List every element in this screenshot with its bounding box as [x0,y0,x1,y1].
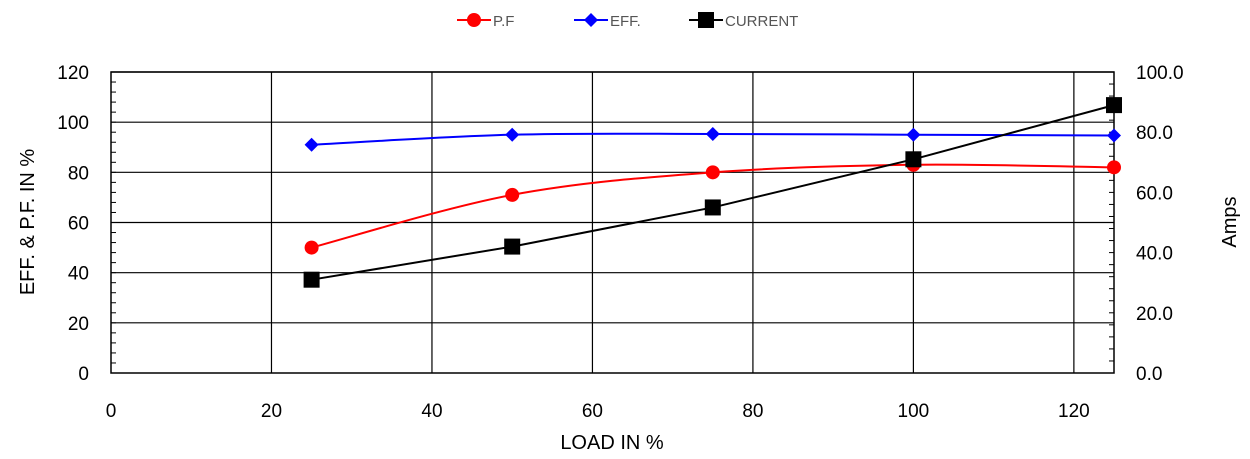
y2-axis-title: Amps [1219,196,1241,247]
x-tick-label: 0 [106,401,117,422]
y2-tick-label: 0.0 [1136,364,1162,385]
legend-marker-eff [584,13,598,27]
data-point-eff [906,127,921,142]
data-point-eff [304,137,319,152]
x-tick-label: 60 [582,401,603,422]
legend-marker-p-f [467,13,481,27]
y-tick-label: 120 [57,63,89,84]
x-tick-label: 100 [898,401,930,422]
y-tick-label: 40 [68,264,89,285]
plot-frame [110,71,1115,374]
x-tick-label: 120 [1058,401,1090,422]
data-point-eff [505,127,520,142]
legend-item-eff: EFF. [574,13,641,30]
data-point-eff [1107,128,1121,143]
legend-item-p-f: P.F [457,13,514,30]
legend-label-p-f: P.F [493,13,514,30]
data-point-p-f [705,165,720,180]
y-tick-label: 100 [57,113,89,134]
series-p-f [304,157,1121,255]
y-tick-label: 60 [68,214,89,235]
y2-tick-label: 80.0 [1136,123,1173,144]
legend-marker-current [698,12,714,28]
y-tick-label: 0 [78,364,89,385]
y2-tick-label: 20.0 [1136,304,1173,325]
data-point-p-f [1107,160,1121,175]
grid [111,71,1114,373]
x-tick-label: 80 [742,401,763,422]
legend-item-current: CURRENT [689,12,798,30]
y-tick-label: 80 [68,163,89,184]
x-axis-title: LOAD IN % [560,432,664,454]
x-tick-label: 20 [261,401,282,422]
series-eff [304,126,1121,152]
legend-label-current: CURRENT [725,13,798,30]
data-point-p-f [304,240,319,255]
y2-tick-label: 40.0 [1136,244,1173,265]
data-point-current [303,271,320,288]
x-tick-label: 40 [421,401,442,422]
y-tick-label: 20 [68,314,89,335]
y2-tick-label: 100.0 [1136,63,1184,84]
data-point-current [1106,97,1122,114]
series-current [303,97,1122,288]
y-axis-title: EFF. & P.F. IN % [17,149,39,296]
legend: P.F EFF. CURRENT [457,12,798,30]
tick-labels: 0 20 40 60 80 100 120 0 20 40 60 80 100 120 0.0 20.0 40.… [57,63,1183,422]
data-point-current [905,151,922,168]
y2-tick-label: 60.0 [1136,183,1173,204]
legend-label-eff: EFF. [610,13,641,30]
data-point-p-f [505,187,520,202]
data-point-current [704,199,721,216]
data-point-current [504,238,521,255]
series-layer [303,97,1122,288]
data-point-eff [705,126,720,141]
